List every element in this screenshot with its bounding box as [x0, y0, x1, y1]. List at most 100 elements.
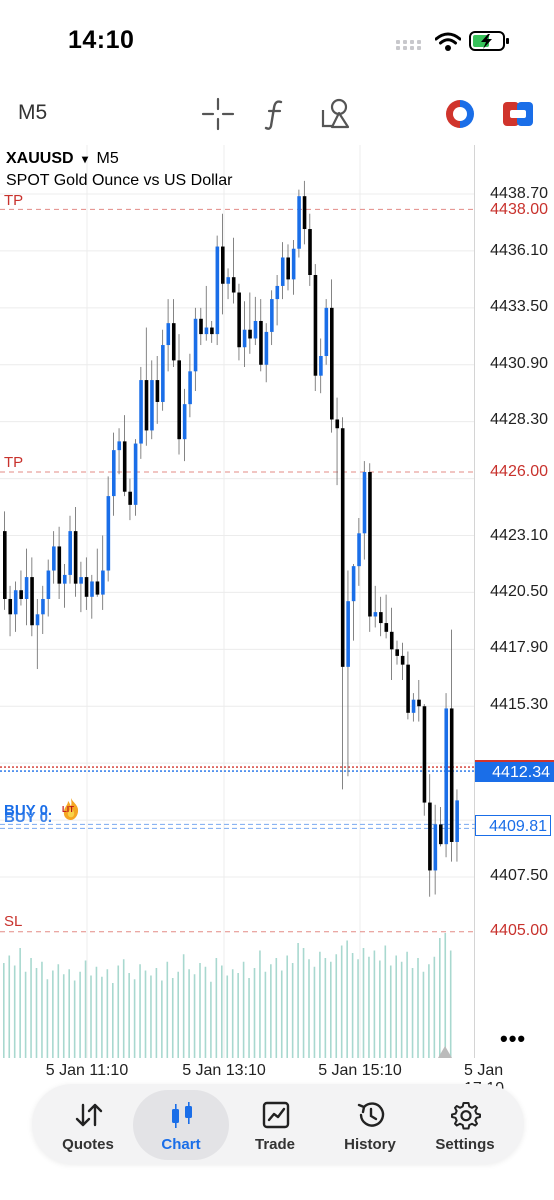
- volume-bar: [411, 968, 414, 1058]
- volume-bar: [122, 959, 125, 1058]
- function-icon[interactable]: [258, 96, 294, 132]
- volume-bar: [112, 983, 114, 1058]
- volume-bar: [439, 938, 441, 1058]
- symbol-header[interactable]: XAUUSD ▾ M5: [6, 150, 119, 168]
- candle-bear: [128, 491, 132, 505]
- volume-bar: [242, 961, 245, 1058]
- candle-bull: [112, 450, 116, 497]
- candle-bull: [215, 246, 220, 335]
- candle-bear: [406, 664, 410, 713]
- nav-trade[interactable]: Trade: [227, 1090, 323, 1160]
- nav-chart[interactable]: Chart: [133, 1090, 229, 1160]
- volume-bar: [128, 973, 130, 1058]
- time-axis-label: 5 Jan 11:10: [45, 1062, 129, 1079]
- tp-level-label[interactable]: TP: [4, 454, 24, 471]
- objects-icon[interactable]: [318, 96, 354, 132]
- candle-bull: [62, 574, 67, 584]
- volume-bar: [384, 945, 387, 1058]
- trade-panel-icon[interactable]: [500, 96, 536, 132]
- volume-bar: [395, 955, 397, 1058]
- sl-level-label[interactable]: SL: [4, 913, 23, 930]
- candle-bear: [221, 246, 225, 284]
- volume-bar: [204, 966, 207, 1058]
- candle-bear: [248, 329, 252, 339]
- volume-bar: [68, 969, 70, 1058]
- nav-settings[interactable]: Settings: [417, 1090, 513, 1160]
- nav-quotes[interactable]: Quotes: [40, 1090, 136, 1160]
- candle-bull: [411, 699, 416, 713]
- candle-bull: [280, 257, 285, 286]
- volume-bar: [52, 970, 54, 1058]
- candle-bear: [379, 612, 383, 624]
- volume-bar: [302, 948, 305, 1058]
- candle-bear: [340, 428, 345, 667]
- volume-bar: [139, 964, 141, 1058]
- volume-bar: [335, 954, 338, 1058]
- candle-bear: [84, 577, 89, 597]
- candle-bull: [182, 404, 187, 440]
- candle-bull: [242, 329, 247, 348]
- volume-bar: [30, 958, 32, 1058]
- lit-badge: LIT: [59, 797, 83, 821]
- candle-bear: [428, 802, 432, 871]
- volume-bar: [3, 963, 5, 1058]
- volume-bar: [270, 964, 272, 1058]
- volume-bar: [171, 978, 174, 1058]
- volume-bar: [13, 965, 16, 1058]
- volume-bar: [46, 979, 49, 1058]
- volume-bar: [286, 955, 288, 1058]
- candle-bear: [308, 229, 312, 275]
- chart-shift-icon[interactable]: [438, 1046, 452, 1058]
- nav-history[interactable]: History: [322, 1090, 418, 1160]
- price-axis-label: 4428.30: [490, 411, 548, 428]
- price-axis-label: 4438.70: [490, 185, 548, 202]
- trade-chart-icon: [262, 1101, 290, 1129]
- candle-bear: [177, 360, 181, 440]
- candle-bear: [313, 274, 318, 376]
- timeframe-selector[interactable]: M5: [18, 101, 48, 124]
- price-axis-label: 4407.50: [490, 867, 548, 884]
- symbol-description: SPOT Gold Ounce vs US Dollar: [6, 172, 233, 189]
- candle-bull: [35, 614, 40, 626]
- candle-bull: [275, 285, 280, 300]
- volume-bar: [319, 951, 321, 1058]
- volume-bar: [280, 970, 283, 1058]
- candle-bear: [30, 577, 34, 626]
- candle-bear: [439, 824, 443, 845]
- candle-bull: [193, 318, 198, 372]
- candle-bear: [199, 318, 203, 335]
- candle-bull: [373, 612, 378, 617]
- candle-bull: [13, 590, 18, 615]
- volume-bar: [308, 959, 310, 1058]
- candle-bull: [351, 566, 356, 602]
- candle-bear: [400, 655, 405, 665]
- candle-bull: [188, 371, 192, 405]
- tp-price-label: 4426.00: [490, 463, 548, 480]
- volume-bar: [444, 933, 447, 1058]
- candle-bull: [362, 472, 367, 534]
- fire-icon: [63, 798, 79, 820]
- buy-position-label[interactable]: BUY 0.: [4, 809, 53, 826]
- candle-bear: [286, 257, 290, 280]
- volume-bar: [106, 969, 109, 1058]
- crosshair-icon[interactable]: [200, 96, 236, 132]
- candle-bear: [95, 581, 100, 595]
- candle-bull: [264, 331, 269, 365]
- more-menu-button[interactable]: •••: [500, 1026, 527, 1051]
- volume-bar: [73, 980, 76, 1058]
- nav-quotes-label: Quotes: [62, 1136, 114, 1153]
- price-chart[interactable]: [0, 145, 475, 1058]
- candle-bear: [335, 419, 340, 429]
- one-click-trading-icon[interactable]: [442, 96, 478, 132]
- candle-bear: [8, 598, 13, 615]
- candle-bull: [46, 570, 51, 599]
- volume-bar: [155, 968, 158, 1058]
- candle-bull: [41, 598, 45, 615]
- candle-bear: [19, 590, 23, 599]
- candle-bear: [384, 623, 389, 632]
- tp-level-label[interactable]: TP: [4, 192, 24, 209]
- volume-bar: [433, 956, 436, 1058]
- volume-bar: [62, 974, 65, 1058]
- buy-position-label[interactable]: BUY 0.: [4, 802, 53, 819]
- candle-bull: [24, 577, 29, 599]
